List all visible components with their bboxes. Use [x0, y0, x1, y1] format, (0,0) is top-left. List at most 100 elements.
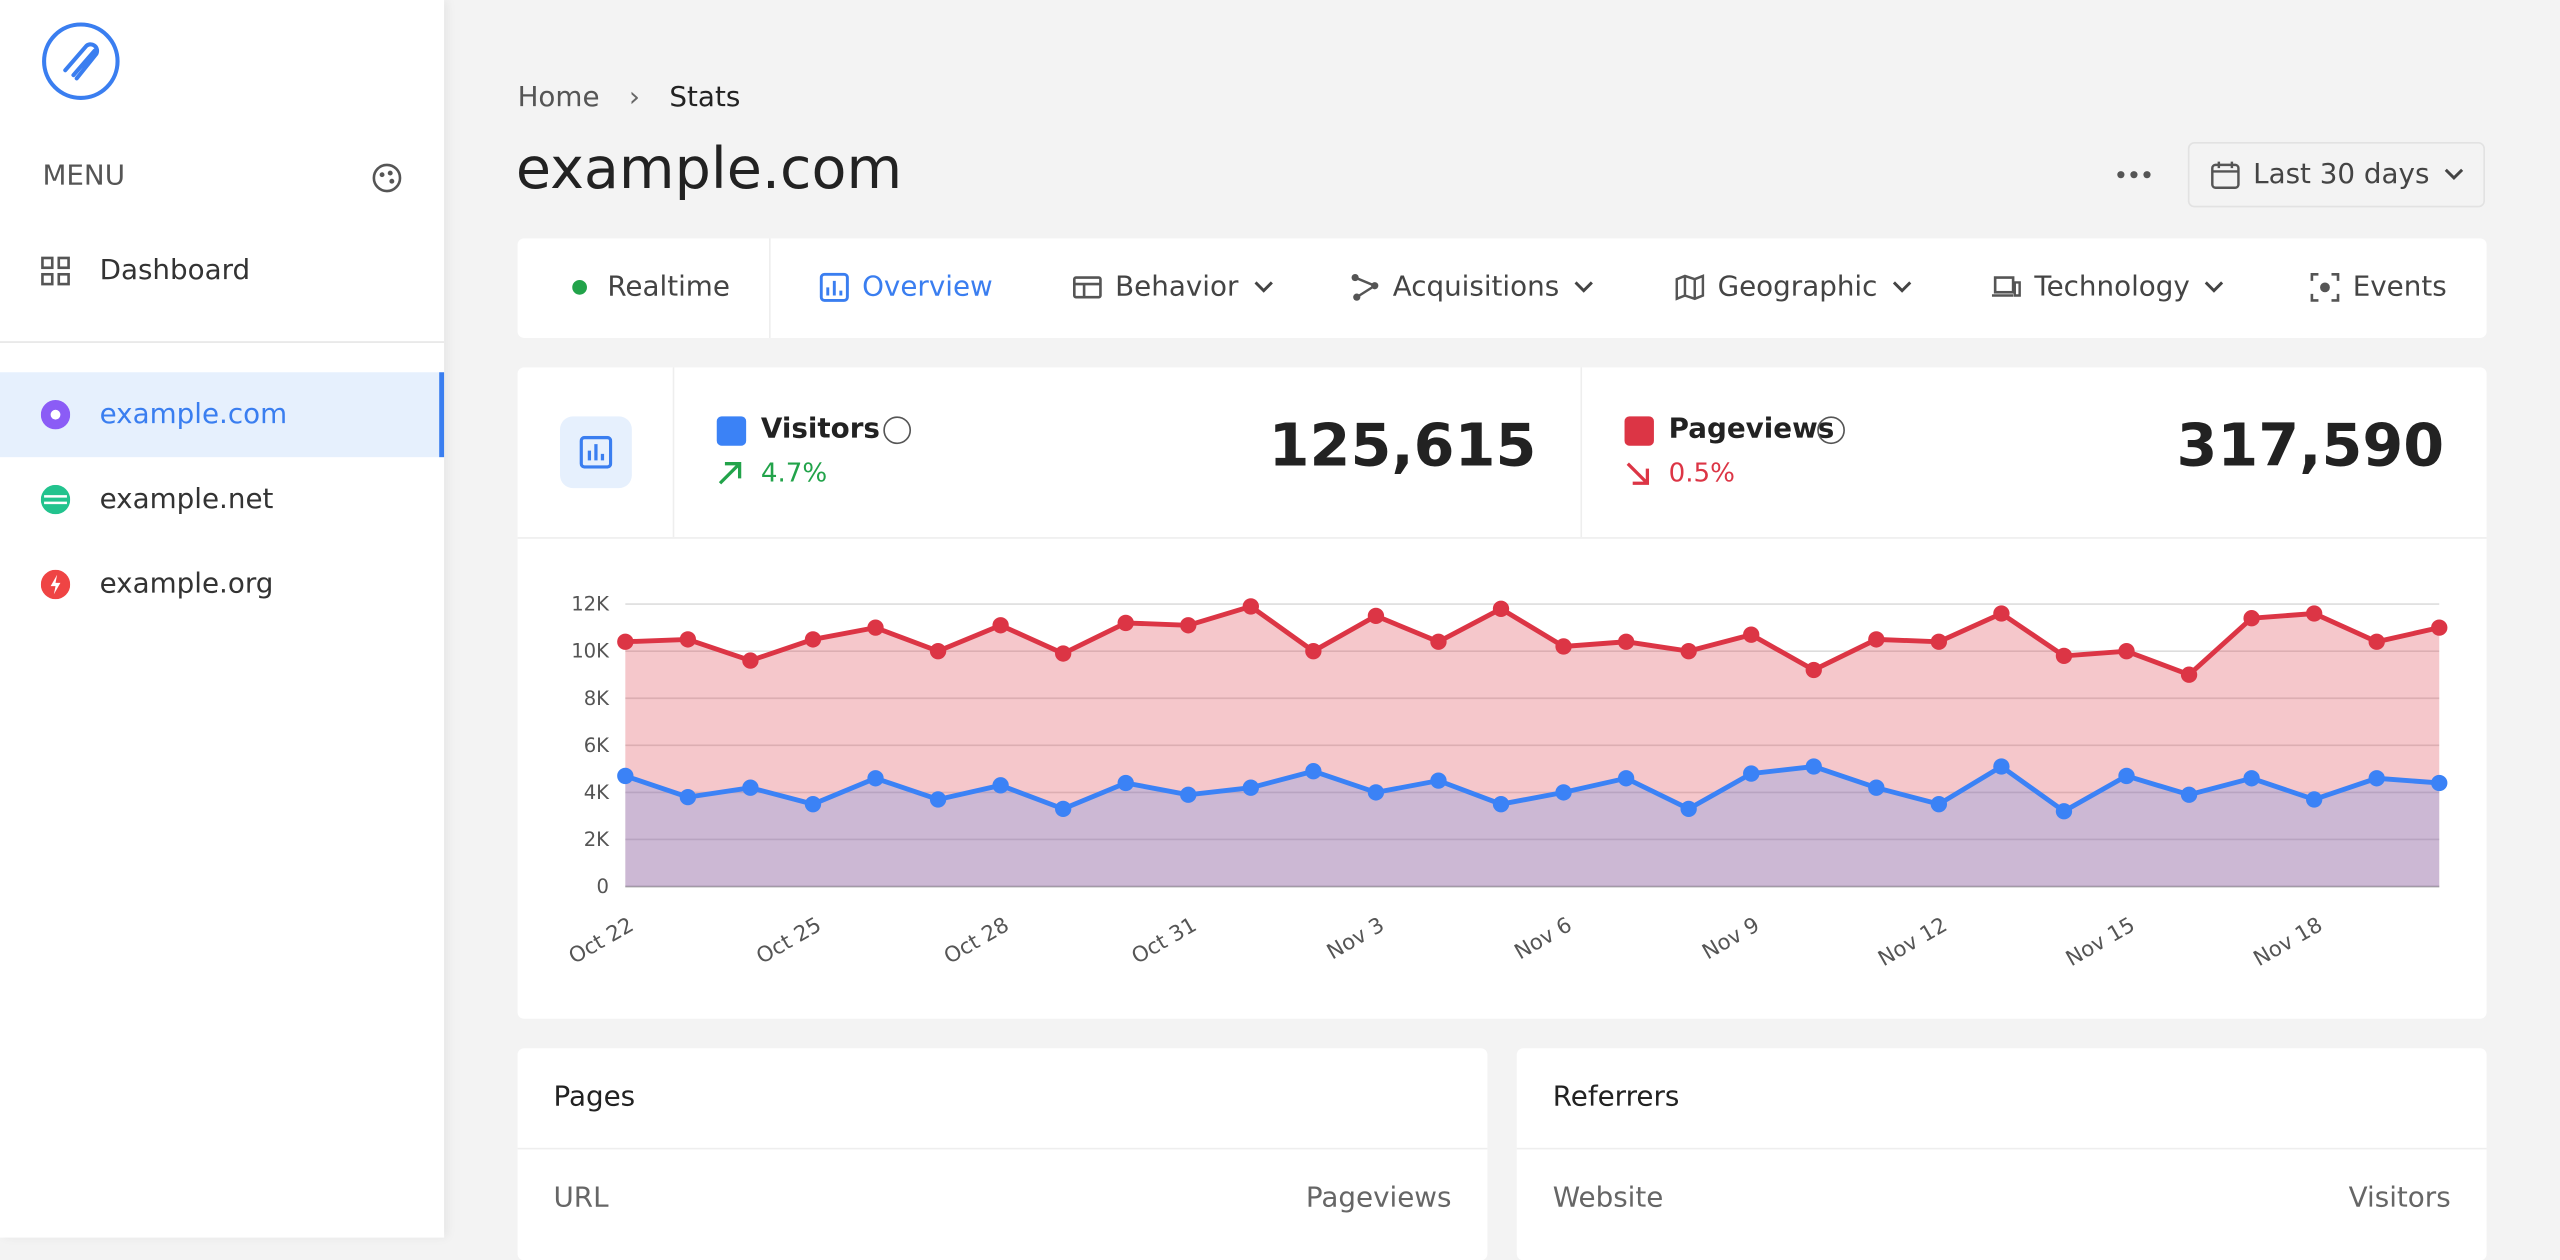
line: [625, 603, 2440, 678]
tab-icon: [1675, 274, 1705, 301]
icon: [2211, 161, 2240, 189]
point: [1617, 633, 1635, 650]
point: [1868, 779, 1885, 796]
area: [625, 766, 2440, 887]
site-item[interactable]: example.com: [0, 372, 445, 458]
chart: 0 2K 4K 6K 8K 10K 12K Oct 22 Oct 25 Oct 28 Oct 31 N…: [565, 593, 2448, 972]
tab-icon: [1073, 276, 1102, 299]
x-tick-label: Nov 15: [2062, 913, 2140, 972]
theme-toggle[interactable]: [372, 163, 402, 193]
chevron: [2205, 281, 2224, 293]
chart-icon-box: [560, 416, 632, 489]
legend-swatch: [716, 416, 747, 446]
panel: Referrers Website Visitors: [1516, 1048, 2487, 1260]
point: [1367, 784, 1385, 801]
point: [2055, 803, 2073, 820]
point: [992, 617, 1009, 634]
more-button[interactable]: [2116, 168, 2152, 181]
tab-label: Realtime: [607, 271, 730, 304]
x-tick-label: Oct 22: [565, 913, 639, 970]
point: [2368, 770, 2385, 787]
point: [867, 770, 884, 787]
point: [1305, 763, 1322, 780]
divider: [1580, 367, 1583, 538]
point: [2180, 666, 2198, 683]
tab[interactable]: Events: [2310, 238, 2447, 336]
point: [1743, 626, 1760, 643]
point: [1805, 758, 1822, 775]
point: [804, 631, 822, 648]
point: [742, 652, 759, 669]
nav-item[interactable]: Dashboard: [0, 229, 444, 314]
tab-icon: [2310, 272, 2340, 302]
point: [867, 619, 884, 636]
point: [1242, 779, 1259, 796]
date-range-button[interactable]: Last 30 days: [2187, 142, 2485, 208]
tab[interactable]: Acquisitions: [1350, 238, 1595, 336]
point: [1180, 786, 1197, 803]
x-tick-label: Oct 31: [1128, 913, 1202, 970]
point: [2118, 643, 2135, 660]
tab[interactable]: Technology: [1991, 238, 2226, 336]
point: [2431, 619, 2448, 636]
point: [1743, 765, 1760, 782]
point: [742, 779, 759, 796]
x-tick-label: Nov 3: [1323, 913, 1389, 965]
tab-label: Behavior: [1115, 271, 1239, 304]
divider: [517, 537, 2487, 539]
tab-icon: [1351, 273, 1379, 301]
site-item[interactable]: example.org: [0, 542, 444, 627]
tab[interactable]: Behavior: [1073, 238, 1275, 336]
tab-icon: [1991, 276, 2021, 297]
point: [1180, 617, 1197, 634]
point: [1930, 796, 1948, 813]
area: [625, 606, 2440, 887]
site-label: example.com: [99, 398, 288, 432]
panel: Pages URL Pageviews: [517, 1048, 1488, 1260]
stat-label: Visitors: [760, 413, 880, 446]
point: [1242, 598, 1259, 615]
menu-title: MENU: [42, 160, 126, 193]
point: [1680, 800, 1697, 818]
page-title: example.com: [515, 137, 903, 203]
tab[interactable]: Geographic: [1675, 238, 1913, 336]
x-tick-label: Oct 25: [752, 913, 826, 970]
tab-label: Acquisitions: [1392, 271, 1560, 304]
point: [1993, 758, 2010, 775]
line: [624, 763, 2440, 815]
info-icon[interactable]: [1817, 416, 1845, 445]
point: [1930, 633, 1948, 650]
crumb[interactable]: Home: [517, 81, 600, 115]
icon: [40, 484, 71, 515]
x-tick-label: Nov 12: [1874, 913, 1952, 972]
tab[interactable]: Overview: [819, 238, 993, 336]
point: [2118, 767, 2135, 785]
column-header: Pageviews: [1305, 1182, 1452, 1215]
point: [929, 791, 947, 808]
stat-value: 125,615: [1268, 413, 1537, 481]
x-tick-label: Nov 9: [1698, 913, 1764, 965]
trend-arrow: [717, 460, 743, 486]
panel-title: Pages: [553, 1080, 636, 1114]
site-label: example.org: [99, 568, 274, 601]
info-icon[interactable]: [883, 416, 912, 445]
divider: [517, 1147, 1488, 1150]
date-range-label: Last 30 days: [2253, 158, 2430, 192]
column-header: URL: [553, 1182, 609, 1215]
point: [1555, 784, 1572, 801]
divider: [769, 238, 771, 338]
site-item[interactable]: example.net: [0, 457, 444, 542]
point: [1430, 772, 1447, 789]
legend-swatch: [1624, 416, 1654, 446]
chevron: [1892, 281, 1912, 293]
point: [1680, 643, 1697, 660]
x-tick-label: Nov 18: [2249, 913, 2327, 972]
point: [2055, 647, 2073, 665]
icon: [40, 569, 71, 600]
point: [2305, 605, 2323, 622]
tab[interactable]: Realtime: [565, 238, 730, 336]
point: [2180, 786, 2198, 803]
logo[interactable]: [41, 21, 121, 101]
point: [2305, 791, 2323, 808]
